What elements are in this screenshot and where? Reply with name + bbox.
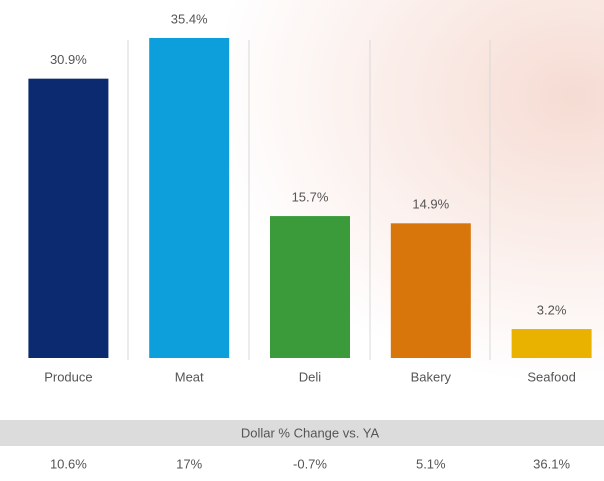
data-label: 30.9% [50,52,87,67]
bar [149,37,230,358]
table-title: Dollar % Change vs. YA [241,425,380,440]
bar [270,216,350,358]
data-label: 14.9% [412,197,449,212]
x-tick-label: Meat [175,369,204,384]
x-tick-label: Seafood [527,369,575,384]
table-cell: 10.6% [50,456,87,471]
data-label: 3.2% [537,303,567,318]
table-cell: 5.1% [416,456,446,471]
table-cell: -0.7% [293,456,327,471]
bar [511,329,592,358]
x-tick-label: Bakery [411,369,452,384]
bar [390,223,471,358]
table-cell: 36.1% [533,456,570,471]
x-tick-label: Produce [44,369,92,384]
table-header-band [0,420,604,446]
bar [28,78,109,358]
x-tick-label: Deli [299,369,322,384]
table-cell: 17% [176,456,202,471]
data-label: 35.4% [171,11,208,26]
data-label: 15.7% [292,190,329,205]
